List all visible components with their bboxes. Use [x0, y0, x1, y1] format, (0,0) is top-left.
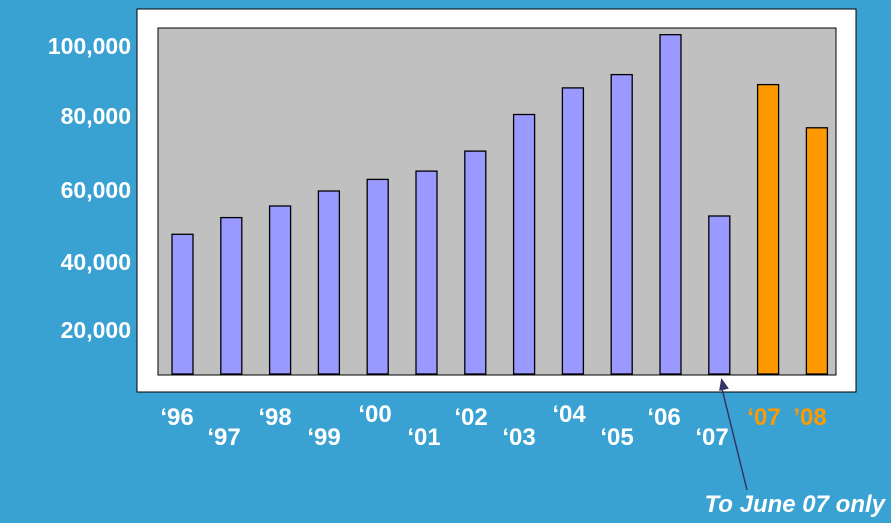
x-tick-label: ‘03	[502, 424, 535, 451]
x-tick-label: ’08	[793, 404, 826, 431]
y-tick-label: 40,000	[61, 249, 131, 275]
x-tick-label: ‘06	[647, 404, 680, 431]
annotation-text: To June 07 only	[705, 491, 887, 518]
x-tick-label: ‘04	[552, 401, 586, 428]
bar-10	[659, 34, 682, 375]
x-axis-ticks: ‘96 ‘97 ‘98 ‘99 ‘00 ‘01 ‘02 ‘03 ‘04 ‘05 ‘06 ‘07 ‘07 ’…	[160, 401, 826, 451]
x-tick-label: ‘99	[307, 424, 340, 451]
x-tick-label: ‘01	[407, 424, 440, 451]
x-tick-label: ‘98	[258, 404, 291, 431]
bar-8	[561, 87, 585, 375]
y-tick-label: 20,000	[61, 317, 131, 343]
bar-9	[610, 73, 633, 375]
bar-12	[756, 83, 780, 375]
x-tick-label: ‘07	[695, 424, 728, 451]
x-tick-label: ‘97	[207, 424, 240, 451]
bar-7	[512, 113, 536, 375]
y-tick-label: 100,000	[48, 33, 131, 59]
y-axis-ticks: 20,000 40,000 60,000 80,000 100,000	[48, 33, 131, 343]
bar-5	[415, 170, 438, 375]
plot-area	[157, 27, 837, 376]
bar-3	[317, 190, 341, 375]
x-tick-label: ‘05	[600, 424, 633, 451]
bar-13	[805, 127, 829, 375]
bar-0	[171, 233, 194, 375]
x-tick-label: ‘96	[160, 404, 193, 431]
x-tick-label: ‘00	[358, 401, 391, 428]
x-tick-label: ‘02	[454, 404, 487, 431]
bar-2	[268, 205, 292, 375]
bar-1	[220, 216, 243, 375]
y-tick-label: 60,000	[61, 177, 131, 203]
annotation-arrow-head	[719, 378, 729, 391]
bar-4	[366, 178, 389, 375]
bars-group	[171, 34, 829, 375]
annotation-arrow	[720, 385, 748, 491]
bar-6	[464, 150, 487, 375]
y-tick-label: 80,000	[61, 103, 131, 129]
bar-11	[708, 215, 731, 375]
x-tick-label: ‘07	[747, 404, 780, 431]
